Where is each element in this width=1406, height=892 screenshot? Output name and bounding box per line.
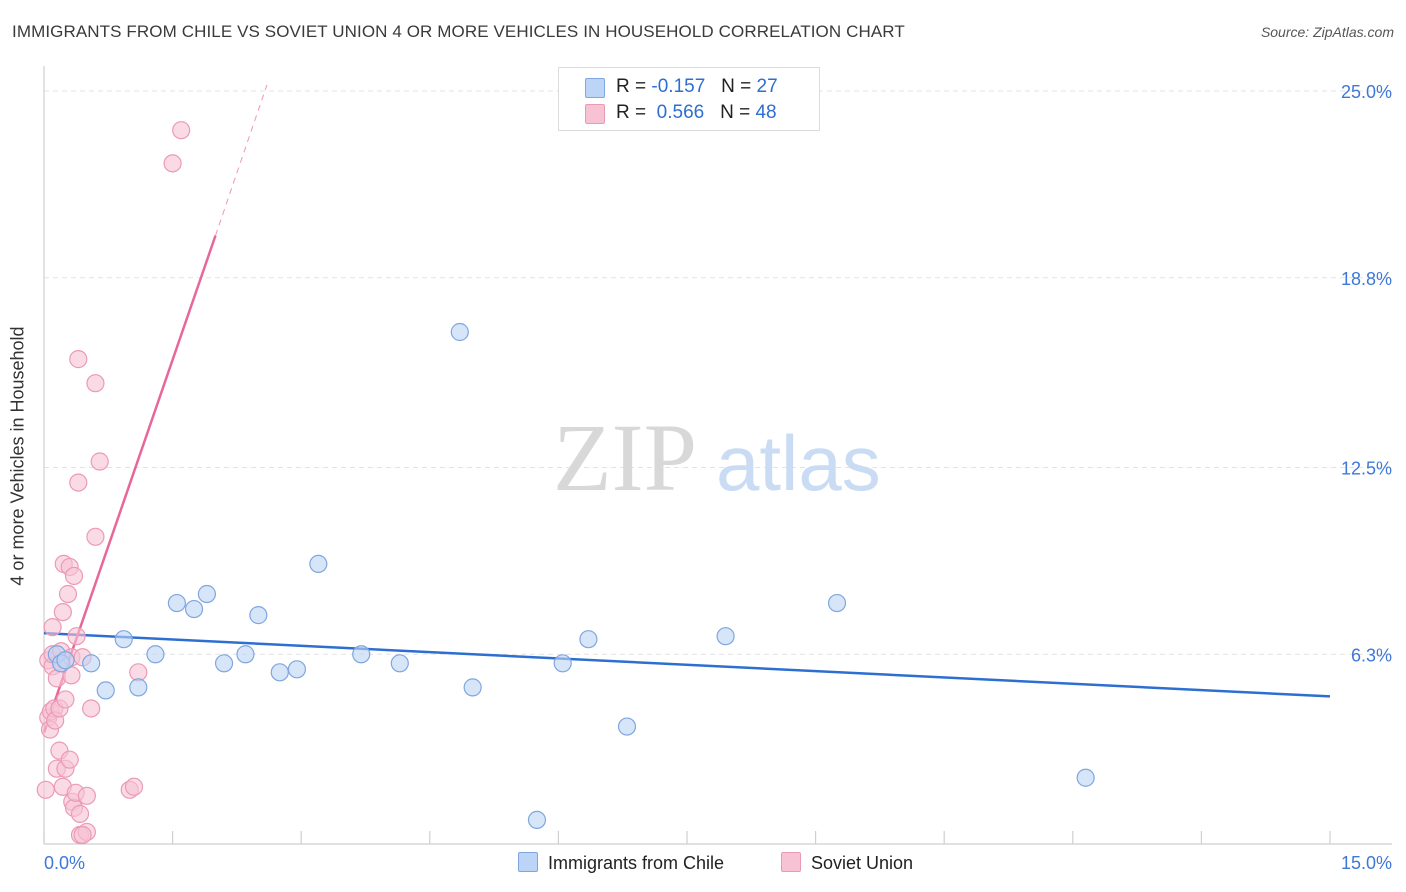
point-chile [270,663,289,682]
point-chile [146,645,165,664]
point-soviet [69,473,88,492]
point-chile [827,593,847,613]
legend-r-label: R = [616,76,647,97]
point-chile [96,681,115,700]
point-chile [450,322,469,342]
point-soviet [58,584,78,604]
tick-labels: 6.3% 12.5% 18.8% 25.0% 0.0% 15.0% [44,82,1392,873]
point-chile [249,606,268,625]
point-soviet [129,663,148,682]
point-soviet [67,627,86,646]
trend-extension-soviet [214,84,268,236]
point-soviet [77,786,96,805]
watermark-atlas: atlas [716,419,881,507]
y-tick-label: 18.8% [1341,269,1392,289]
legend-label-chile: Immigrants from Chile [548,853,725,873]
point-soviet [56,690,75,709]
watermark-zip: ZIP [553,404,697,511]
legend-n-label: N = [721,76,752,97]
point-soviet [90,452,109,471]
point-chile [56,651,75,670]
point-soviet [64,566,84,586]
legend-n-label: N = [720,102,751,123]
y-tick-label: 6.3% [1351,645,1392,665]
point-chile [114,630,133,649]
point-soviet [47,669,66,688]
point-chile [527,810,547,830]
point-soviet [43,618,62,637]
x-tick-label: 0.0% [44,853,85,873]
point-chile [579,630,598,649]
y-axis-label: 4 or more Vehicles in Household [7,326,28,586]
point-chile [390,654,409,673]
point-chile [167,593,186,613]
y-tick-label: 12.5% [1341,459,1392,479]
point-soviet [163,154,182,173]
point-chile [197,584,216,604]
point-chile [352,645,371,664]
grid-lines [44,90,1392,655]
point-chile [129,678,148,697]
point-soviet [86,527,105,546]
point-chile [184,599,204,619]
point-soviet [73,825,92,845]
point-chile [553,654,572,673]
legend-swatch-chile [518,852,538,872]
legend-n-value: 27 [756,76,778,97]
point-chile [214,654,234,673]
y-tick-label: 25.0% [1341,82,1392,102]
point-chile [617,717,637,736]
legend-r-value: 0.566 [656,102,705,123]
source-label: Source: ZipAtlas.com [1260,24,1394,40]
point-chile [463,678,482,697]
legend-swatch-chile [585,78,605,98]
legend-n-value: 48 [755,102,777,123]
point-soviet [82,699,101,718]
point-chile [716,627,735,646]
point-soviet [69,350,88,369]
point-soviet [70,804,90,823]
chart-title: IMMIGRANTS FROM CHILE VS SOVIET UNION 4 … [12,22,905,41]
legend-label-soviet: Soviet Union [811,853,914,873]
point-chile [1076,768,1095,787]
x-tick-label: 15.0% [1341,853,1392,873]
point-chile [309,554,328,574]
point-soviet [172,121,191,140]
point-soviet [60,750,79,769]
legend-r-value: -0.157 [651,76,706,97]
watermark: ZIP atlas [553,404,881,511]
point-soviet [53,602,72,622]
point-chile [82,654,101,673]
point-soviet [86,374,105,393]
legend-r-label: R = [616,102,647,123]
point-chile [287,660,307,679]
data-points [36,121,1095,845]
point-chile [236,645,255,664]
legend-swatch-soviet [781,852,801,872]
legend-item-chile: Immigrants from Chile [518,852,724,876]
trend-line-chile [43,631,1331,698]
point-soviet [124,777,144,796]
legend-swatch-soviet [585,104,605,124]
correlation-legend: R = -0.157 N = 27 R = 0.566 N = 48 [558,67,820,131]
point-soviet [36,780,55,799]
legend-item-soviet: Soviet Union [781,852,913,876]
